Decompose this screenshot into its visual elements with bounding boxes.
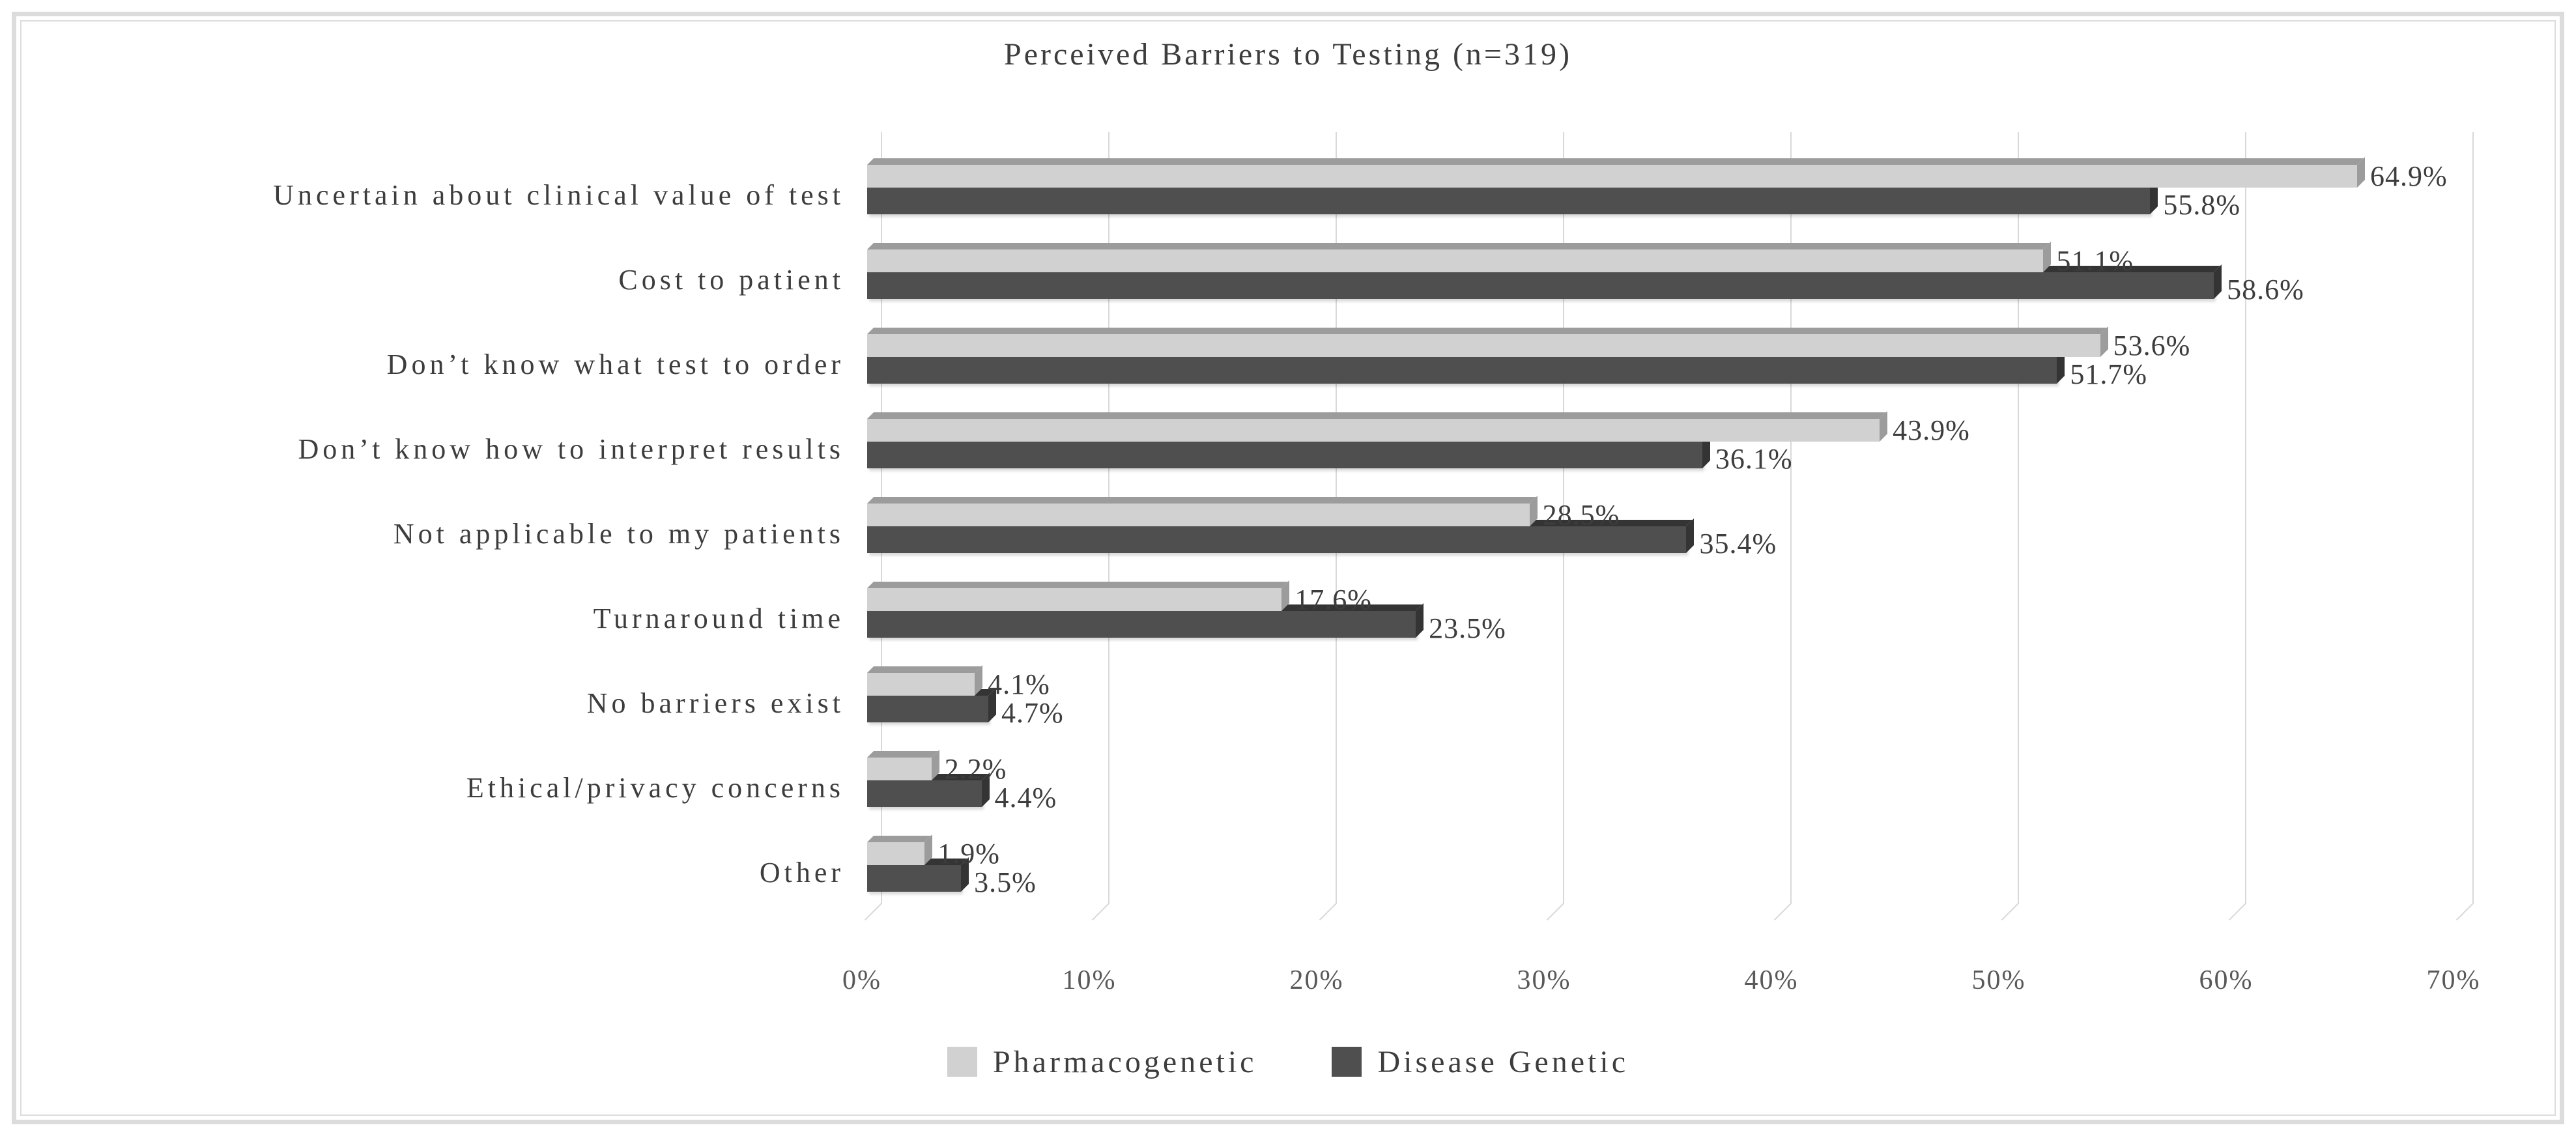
data-label-disease-genetic: 3.5%: [974, 866, 1037, 898]
bar-disease-genetic: [867, 272, 2214, 299]
legend-item: Disease Genetic: [1332, 1044, 1629, 1080]
bar-pharmacogenetic: [867, 673, 975, 696]
legend-swatch: [1332, 1047, 1362, 1077]
bar-disease-genetic: [867, 611, 1416, 638]
x-tick-label: 20%: [1289, 965, 1344, 995]
data-label-pharmacogenetic: 51.1%: [2056, 245, 2134, 277]
bar-pharmacogenetic: [867, 419, 1880, 442]
data-label-pharmacogenetic: 64.9%: [2370, 160, 2448, 192]
data-label-disease-genetic: 51.7%: [2070, 358, 2147, 390]
bar-pharmacogenetic: [867, 249, 2044, 272]
category-label: No barriers exist: [586, 687, 844, 719]
bar-pharmacogenetic: [867, 504, 1530, 526]
gridline: [1790, 132, 1792, 904]
x-tick-label: 60%: [2199, 965, 2254, 995]
x-tick-label: 30%: [1517, 965, 1571, 995]
bar-pharmacogenetic: [867, 334, 2100, 357]
legend-label: Disease Genetic: [1377, 1044, 1629, 1079]
data-label-pharmacogenetic: 2.2%: [944, 753, 1007, 785]
category-label: Don’t know what test to order: [386, 348, 844, 380]
data-label-pharmacogenetic: 28.5%: [1542, 499, 1620, 531]
figure-border-outer: [12, 12, 2564, 1124]
x-tick-label: 0%: [842, 965, 881, 995]
data-label-disease-genetic: 35.4%: [1699, 528, 1777, 560]
bar-disease-genetic: [867, 865, 962, 892]
bar-disease-genetic: [867, 357, 2057, 384]
category-label: Cost to patient: [618, 264, 844, 296]
legend-item: Pharmacogenetic: [947, 1044, 1257, 1080]
data-label-disease-genetic: 23.5%: [1429, 612, 1506, 644]
data-label-pharmacogenetic: 1.9%: [937, 838, 1000, 870]
category-label: Uncertain about clinical value of test: [273, 179, 844, 211]
data-label-pharmacogenetic: 17.6%: [1295, 584, 1372, 616]
x-tick-label: 10%: [1062, 965, 1117, 995]
category-label: Ethical/privacy concerns: [466, 772, 844, 804]
bar-pharmacogenetic: [867, 165, 2357, 188]
bar-disease-genetic: [867, 780, 982, 807]
data-label-pharmacogenetic: 4.1%: [988, 668, 1050, 700]
x-tick-label: 70%: [2426, 965, 2481, 995]
gridline: [2018, 132, 2019, 904]
legend-swatch: [947, 1047, 977, 1077]
bar-pharmacogenetic: [867, 842, 925, 865]
bar-disease-genetic: [867, 696, 989, 722]
category-label: Other: [759, 857, 844, 888]
bar-pharmacogenetic: [867, 588, 1282, 611]
bar-disease-genetic: [867, 188, 2151, 214]
chart-title: Perceived Barriers to Testing (n=319): [1004, 37, 1572, 72]
bar-disease-genetic: [867, 526, 1687, 553]
figure-border-inner: [20, 20, 2556, 1116]
legend: Pharmacogenetic Disease Genetic: [0, 1042, 2576, 1081]
category-label: Don’t know how to interpret results: [298, 433, 844, 465]
data-label-disease-genetic: 36.1%: [1715, 443, 1793, 475]
x-tick-label: 50%: [1971, 965, 2026, 995]
gridline: [2245, 132, 2246, 904]
category-label: Not applicable to my patients: [393, 518, 844, 550]
bar-disease-genetic: [867, 442, 1702, 468]
gridline: [2472, 132, 2474, 904]
data-label-pharmacogenetic: 43.9%: [1893, 414, 1970, 446]
data-label-disease-genetic: 58.6%: [2227, 274, 2304, 305]
data-label-disease-genetic: 4.7%: [1001, 697, 1064, 729]
data-label-disease-genetic: 4.4%: [994, 782, 1057, 814]
gridline: [1563, 132, 1564, 904]
category-label: Turnaround time: [593, 603, 844, 634]
legend-label: Pharmacogenetic: [992, 1044, 1257, 1079]
data-label-disease-genetic: 55.8%: [2163, 189, 2241, 221]
data-label-pharmacogenetic: 53.6%: [2113, 330, 2191, 362]
x-tick-label: 40%: [1744, 965, 1799, 995]
bar-pharmacogenetic: [867, 758, 932, 780]
